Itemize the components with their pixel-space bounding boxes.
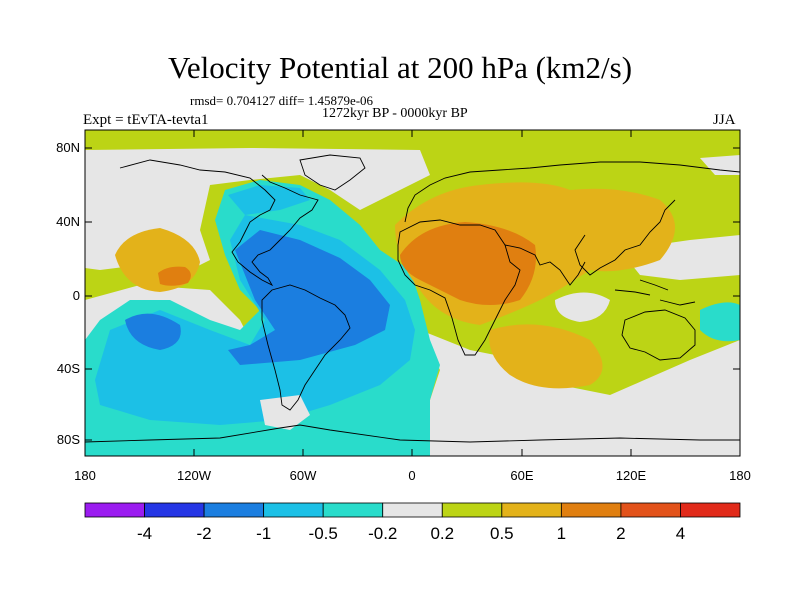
experiment-label: Expt = tEvTA-tevta1 (83, 112, 209, 128)
axis-ticks (85, 130, 740, 456)
lat-label-0: 0 (73, 288, 80, 303)
period-label: 1272kyr BP - 0000kyr BP (322, 106, 468, 121)
rmsd-diff-stats: rmsd= 0.704127 diff= 1.45879e-06 (190, 93, 374, 108)
lon-label-120w: 120W (177, 468, 212, 483)
lat-label-40s: 40S (57, 361, 80, 376)
colorbar-label: 0.2 (430, 524, 454, 543)
greenland-coast (299, 154, 366, 191)
colorbar-label: 2 (616, 524, 625, 543)
lon-label-180e: 180 (729, 468, 751, 483)
field-gold-south-indian (489, 324, 603, 389)
colorbar-swatch (382, 502, 443, 518)
colorbar-swatch (620, 502, 681, 518)
season-label: JJA (713, 112, 736, 128)
field-grey-arctic (700, 155, 740, 175)
field-grey-south-america-tip (260, 395, 310, 430)
colorbar-swatch (203, 502, 265, 518)
field-cyan-west-pacific (700, 302, 740, 342)
map-title: Velocity Potential at 200 hPa (km2/s) (167, 50, 633, 85)
lon-label-60e: 60E (510, 468, 533, 483)
lon-label-60w: 60W (290, 468, 317, 483)
colorbar-label: 4 (676, 524, 685, 543)
north-america-coast (119, 159, 319, 287)
lon-label-0: 0 (408, 468, 415, 483)
colorbar-label: 0.5 (490, 524, 514, 543)
colorbar-swatch (144, 502, 205, 518)
arabia-india-coast (504, 244, 586, 286)
lat-label-40n: 40N (56, 214, 80, 229)
lon-label-120e: 120E (616, 468, 647, 483)
colorbar-swatch (322, 502, 384, 518)
australia-coast (621, 309, 696, 361)
colorbar-label: -0.5 (309, 524, 338, 543)
lat-label-80n: 80N (56, 140, 80, 155)
colorbar-swatch (263, 502, 324, 518)
lat-label-80s: 80S (57, 432, 80, 447)
field-blue-negative (228, 230, 390, 365)
eurasia-coast (404, 161, 740, 276)
field-grey-indian-ocean (555, 292, 610, 322)
field-cyan-north-america (228, 185, 310, 215)
colorbar-swatch (84, 502, 145, 518)
colorbar-swatch (560, 502, 622, 518)
field-orange-pacific (158, 266, 191, 286)
colorbar-swatch (680, 502, 741, 518)
lon-label-180w: 180 (74, 468, 96, 483)
field-orange-africa (400, 222, 536, 305)
south-america-coast (261, 284, 351, 411)
coastlines (85, 154, 740, 443)
colorbar-swatch (501, 502, 562, 518)
colorbar-label: -0.2 (368, 524, 397, 543)
field-blue-negative-pacific (125, 313, 181, 350)
colorbar-label: 1 (557, 524, 566, 543)
colorbar-label: -1 (256, 524, 271, 543)
antarctica-coast (85, 424, 740, 443)
colorbar-label: -2 (197, 524, 212, 543)
contour-fill-layer (85, 130, 740, 456)
indonesia-coast (614, 279, 696, 306)
africa-coast (397, 219, 521, 356)
colorbar-label: -4 (137, 524, 152, 543)
colorbar-swatch (441, 502, 503, 518)
